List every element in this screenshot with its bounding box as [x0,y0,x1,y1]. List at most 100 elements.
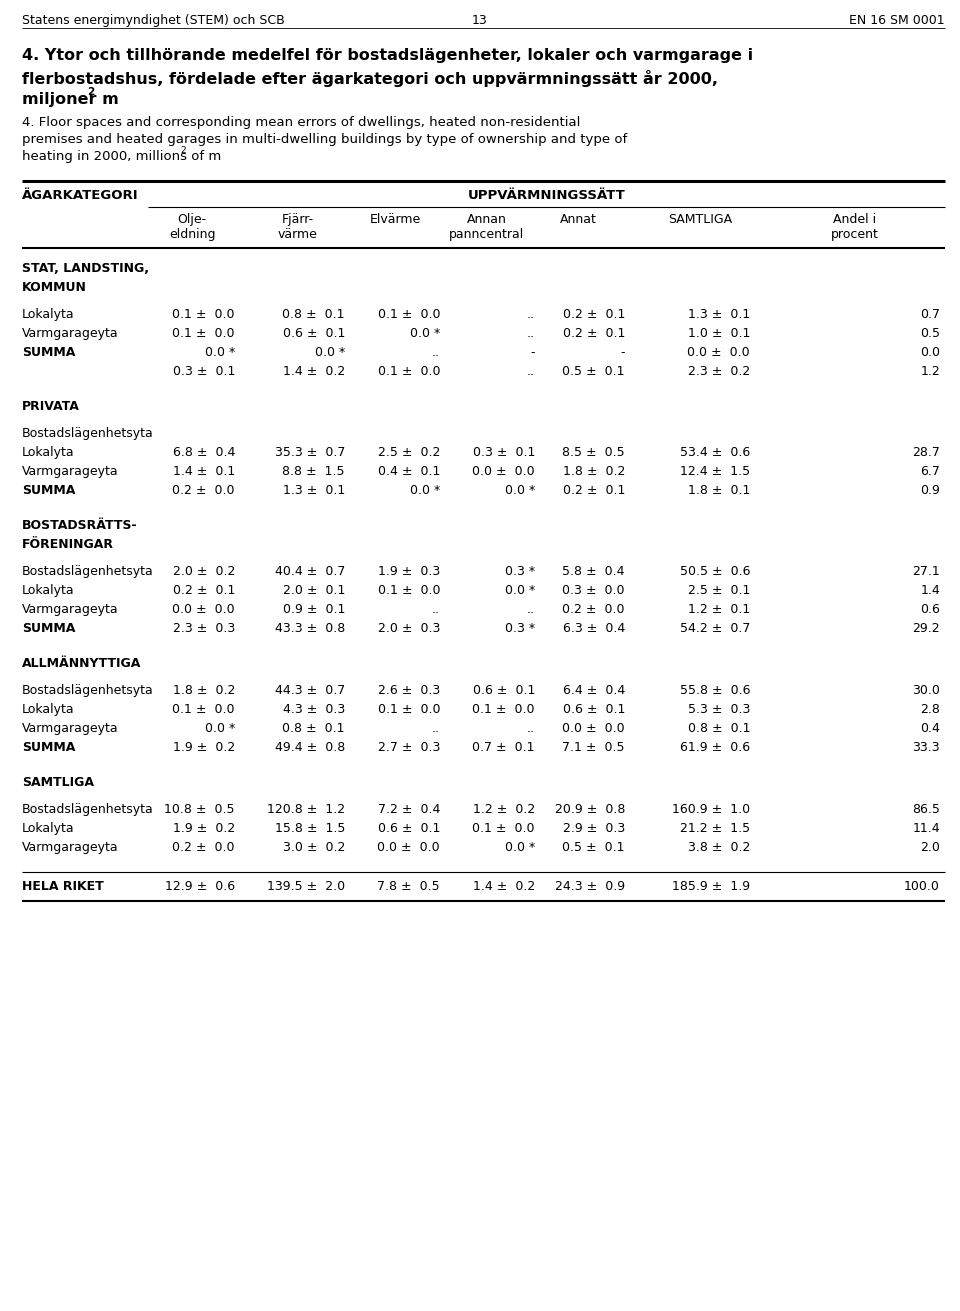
Text: 0.1 ±  0.0: 0.1 ± 0.0 [472,703,535,716]
Text: ÄGARKATEGORI: ÄGARKATEGORI [22,189,138,202]
Text: SUMMA: SUMMA [22,484,76,497]
Text: 0.0 *: 0.0 * [410,326,440,340]
Text: ..: .. [527,308,535,321]
Text: 0.1 ±  0.0: 0.1 ± 0.0 [173,703,235,716]
Text: 100.0: 100.0 [904,880,940,893]
Text: 1.3 ±  0.1: 1.3 ± 0.1 [687,308,750,321]
Text: 0.8 ±  0.1: 0.8 ± 0.1 [282,722,345,735]
Text: Bostadslägenhetsyta: Bostadslägenhetsyta [22,804,154,815]
Text: 0.2 ±  0.1: 0.2 ± 0.1 [563,308,625,321]
Text: 21.2 ±  1.5: 21.2 ± 1.5 [680,822,750,835]
Text: Annat: Annat [560,212,596,225]
Text: PRIVATA: PRIVATA [22,400,80,413]
Text: 1.8 ±  0.1: 1.8 ± 0.1 [687,484,750,497]
Text: 0.0 *: 0.0 * [315,346,345,359]
Text: 0.2 ±  0.1: 0.2 ± 0.1 [173,583,235,597]
Text: 27.1: 27.1 [912,565,940,578]
Text: KOMMUN: KOMMUN [22,281,86,294]
Text: 40.4 ±  0.7: 40.4 ± 0.7 [275,565,345,578]
Text: Varmgarageyta: Varmgarageyta [22,603,119,616]
Text: värme: värme [278,228,318,241]
Text: 0.2 ±  0.0: 0.2 ± 0.0 [173,840,235,853]
Text: 0.0 *: 0.0 * [505,840,535,853]
Text: 0.9: 0.9 [920,484,940,497]
Text: Varmgarageyta: Varmgarageyta [22,465,119,479]
Text: 8.5 ±  0.5: 8.5 ± 0.5 [563,446,625,459]
Text: 61.9 ±  0.6: 61.9 ± 0.6 [680,741,750,754]
Text: Bostadslägenhetsyta: Bostadslägenhetsyta [22,684,154,697]
Text: 0.0 *: 0.0 * [505,583,535,597]
Text: UPPVÄRMNINGSSÄTT: UPPVÄRMNINGSSÄTT [468,189,625,202]
Text: 0.8 ±  0.1: 0.8 ± 0.1 [687,722,750,735]
Text: 0.0 ±  0.0: 0.0 ± 0.0 [173,603,235,616]
Text: 28.7: 28.7 [912,446,940,459]
Text: FÖRENINGAR: FÖRENINGAR [22,538,114,551]
Text: ..: .. [527,364,535,378]
Text: 2.0 ±  0.3: 2.0 ± 0.3 [377,621,440,635]
Text: 0.1 ±  0.0: 0.1 ± 0.0 [377,308,440,321]
Text: 0.0 *: 0.0 * [410,484,440,497]
Text: 86.5: 86.5 [912,804,940,815]
Text: ..: .. [527,326,535,340]
Text: Lokalyta: Lokalyta [22,308,75,321]
Text: -: - [620,346,625,359]
Text: 44.3 ±  0.7: 44.3 ± 0.7 [275,684,345,697]
Text: 0.0 ±  0.0: 0.0 ± 0.0 [377,840,440,853]
Text: 1.2: 1.2 [921,364,940,378]
Text: 3.8 ±  0.2: 3.8 ± 0.2 [687,840,750,853]
Text: 0.1 ±  0.0: 0.1 ± 0.0 [377,703,440,716]
Text: SAMTLIGA: SAMTLIGA [668,212,732,225]
Text: panncentral: panncentral [449,228,524,241]
Text: SUMMA: SUMMA [22,741,76,754]
Text: Varmgarageyta: Varmgarageyta [22,840,119,853]
Text: 0.3 *: 0.3 * [505,565,535,578]
Text: SAMTLIGA: SAMTLIGA [22,776,94,789]
Text: heating in 2000, millions of m: heating in 2000, millions of m [22,149,221,163]
Text: ..: .. [432,722,440,735]
Text: 139.5 ±  2.0: 139.5 ± 2.0 [267,880,345,893]
Text: 0.0 *: 0.0 * [204,346,235,359]
Text: 4. Floor spaces and corresponding mean errors of dwellings, heated non-residenti: 4. Floor spaces and corresponding mean e… [22,115,581,128]
Text: Bostadslägenhetsyta: Bostadslägenhetsyta [22,427,154,440]
Text: HELA RIKET: HELA RIKET [22,880,104,893]
Text: 0.1 ±  0.0: 0.1 ± 0.0 [173,326,235,340]
Text: procent: procent [831,228,879,241]
Text: 0.3 *: 0.3 * [505,621,535,635]
Text: 0.4: 0.4 [920,722,940,735]
Text: 1.9 ±  0.3: 1.9 ± 0.3 [377,565,440,578]
Text: 8.8 ±  1.5: 8.8 ± 1.5 [282,465,345,479]
Text: 1.0 ±  0.1: 1.0 ± 0.1 [687,326,750,340]
Text: 24.3 ±  0.9: 24.3 ± 0.9 [555,880,625,893]
Text: STAT, LANDSTING,: STAT, LANDSTING, [22,262,149,275]
Text: Bostadslägenhetsyta: Bostadslägenhetsyta [22,565,154,578]
Text: 11.4: 11.4 [912,822,940,835]
Text: flerbostadshus, fördelade efter ägarkategori och uppvärmningssätt år 2000,: flerbostadshus, fördelade efter ägarkate… [22,69,718,87]
Text: 0.6 ±  0.1: 0.6 ± 0.1 [377,822,440,835]
Text: 2.5 ±  0.2: 2.5 ± 0.2 [377,446,440,459]
Text: 0.9 ±  0.1: 0.9 ± 0.1 [282,603,345,616]
Text: Lokalyta: Lokalyta [22,446,75,459]
Text: ..: .. [527,722,535,735]
Text: 55.8 ±  0.6: 55.8 ± 0.6 [680,684,750,697]
Text: 2.7 ±  0.3: 2.7 ± 0.3 [377,741,440,754]
Text: 0.4 ±  0.1: 0.4 ± 0.1 [377,465,440,479]
Text: 0.6 ±  0.1: 0.6 ± 0.1 [472,684,535,697]
Text: 43.3 ±  0.8: 43.3 ± 0.8 [275,621,345,635]
Text: 12.9 ±  0.6: 12.9 ± 0.6 [165,880,235,893]
Text: 2.3 ±  0.2: 2.3 ± 0.2 [687,364,750,378]
Text: 0.0 ±  0.0: 0.0 ± 0.0 [687,346,750,359]
Text: 7.1 ±  0.5: 7.1 ± 0.5 [563,741,625,754]
Text: 1.4 ±  0.1: 1.4 ± 0.1 [173,465,235,479]
Text: 1.8 ±  0.2: 1.8 ± 0.2 [173,684,235,697]
Text: 4. Ytor och tillhörande medelfel för bostadslägenheter, lokaler och varmgarage i: 4. Ytor och tillhörande medelfel för bos… [22,49,754,63]
Text: Andel i: Andel i [833,212,876,225]
Text: 20.9 ±  0.8: 20.9 ± 0.8 [555,804,625,815]
Text: 10.8 ±  0.5: 10.8 ± 0.5 [164,804,235,815]
Text: ..: .. [432,346,440,359]
Text: 0.1 ±  0.0: 0.1 ± 0.0 [472,822,535,835]
Text: Lokalyta: Lokalyta [22,822,75,835]
Text: 35.3 ±  0.7: 35.3 ± 0.7 [275,446,345,459]
Text: Lokalyta: Lokalyta [22,583,75,597]
Text: 6.3 ±  0.4: 6.3 ± 0.4 [563,621,625,635]
Text: 7.8 ±  0.5: 7.8 ± 0.5 [377,880,440,893]
